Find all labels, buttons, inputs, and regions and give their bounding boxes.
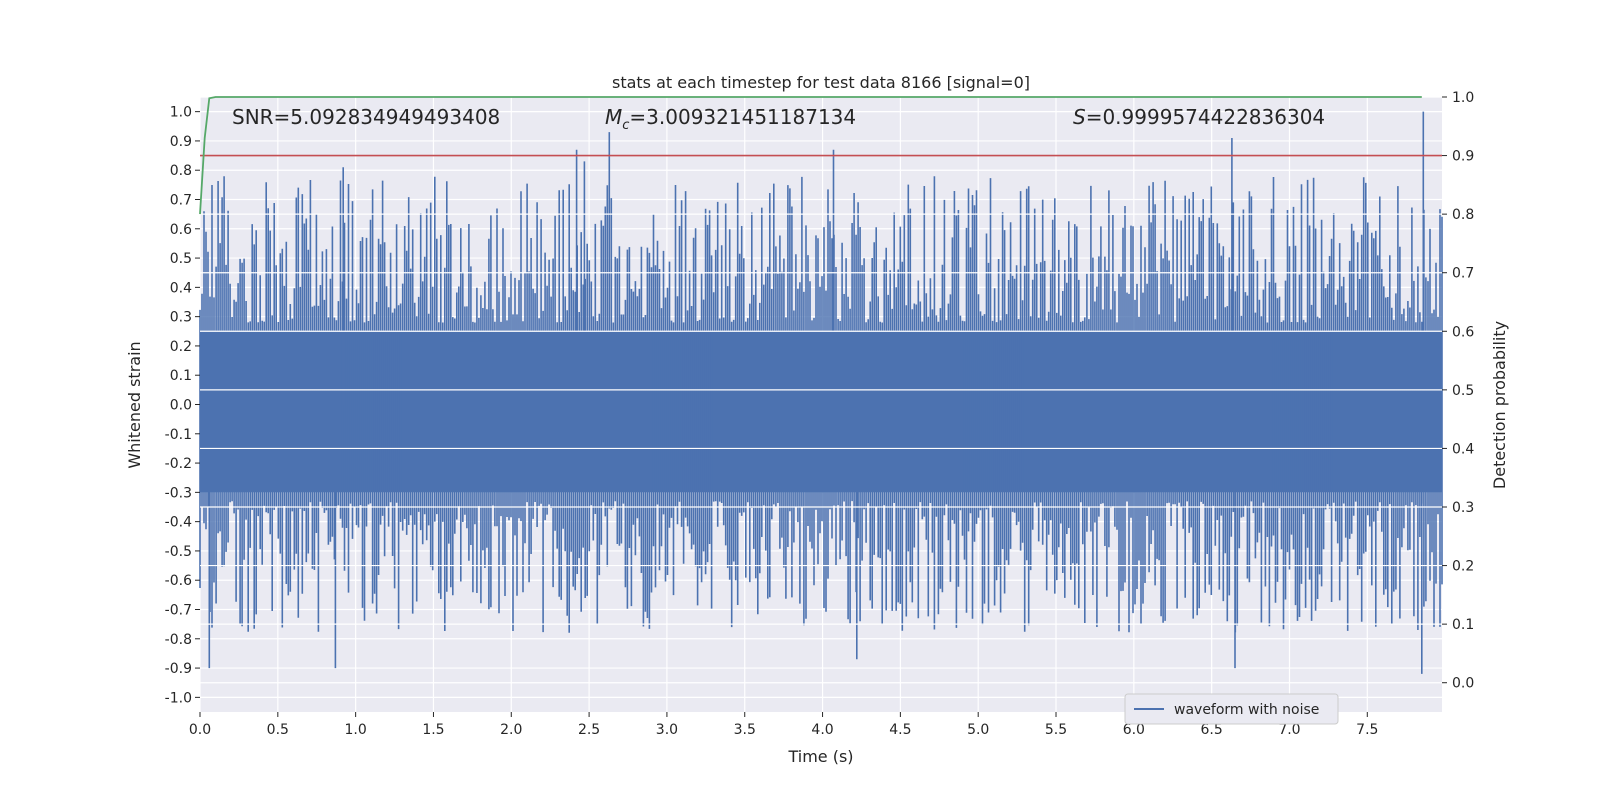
left-tick-label: -0.6 [165,573,192,589]
left-axis-ticks: 1.0 0.9 0.8 0.7 0.6 0.5 0.4 0.3 0.2 0.1 0.0 -0.1 -0.… [165,105,200,706]
x-tick-label: 3.5 [734,722,756,738]
right-tick-label: 0.3 [1452,500,1474,516]
x-tick-label: 6.5 [1201,722,1223,738]
s-value: =0.9999574422836304 [1086,105,1325,129]
snr-annotation: SNR=5.092834949493408 [232,105,500,129]
x-tick-label: 1.5 [422,722,444,738]
legend: waveform with noise [1124,693,1339,725]
x-tick-label: 3.0 [656,722,678,738]
right-tick-label: 0.9 [1452,149,1474,165]
right-tick-label: 0.0 [1452,676,1474,692]
left-tick-label: -0.2 [165,456,192,472]
left-tick-label: 0.6 [170,222,192,238]
left-tick-label: -0.8 [165,632,192,648]
chart-title: stats at each timestep for test data 816… [612,73,1030,92]
right-tick-label: 0.4 [1452,441,1474,457]
left-tick-label: 0.0 [170,398,192,414]
x-tick-label: 2.0 [500,722,522,738]
left-tick-label: 0.1 [170,368,192,384]
left-tick-label: 0.9 [170,134,192,150]
chirp-mass-annotation: Mc=3.009321451187134 [605,105,856,133]
left-tick-label: 0.8 [170,163,192,179]
right-tick-label: 0.6 [1452,324,1474,340]
left-tick-label: -0.1 [165,427,192,443]
left-tick-label: 0.3 [170,310,192,326]
left-tick-label: -0.9 [165,661,192,677]
chirp-mass-value: =3.009321451187134 [629,105,856,129]
right-tick-label: 0.2 [1452,559,1474,575]
right-axis-ticks: 1.0 0.9 0.8 0.7 0.6 0.5 0.4 0.3 0.2 0.1 0.0 [1442,90,1474,692]
left-tick-label: 0.2 [170,339,192,355]
s-annotation: S=0.9999574422836304 [1073,105,1325,129]
legend-label: waveform with noise [1174,702,1319,718]
x-tick-label: 4.0 [811,722,833,738]
legend-box [1124,693,1339,725]
x-tick-label: 5.0 [967,722,989,738]
x-tick-label: 2.5 [578,722,600,738]
x-tick-label: 0.0 [189,722,211,738]
right-tick-label: 0.7 [1452,266,1474,282]
s-symbol: S [1073,105,1086,129]
y-axis-right-label: Detection probability [1490,321,1509,489]
left-tick-label: 0.7 [170,193,192,209]
chirp-mass-symbol: M [605,105,622,129]
x-tick-label: 5.5 [1045,722,1067,738]
right-tick-label: 1.0 [1452,90,1474,106]
waveform-series [199,111,1443,674]
x-tick-label: 7.5 [1356,722,1378,738]
right-tick-label: 0.5 [1452,383,1474,399]
chirp-mass-subscript: c [622,118,629,133]
left-tick-label: -0.3 [165,485,192,501]
x-tick-label: 4.5 [889,722,911,738]
right-tick-label: 0.1 [1452,617,1474,633]
x-axis-label: Time (s) [787,747,853,766]
x-tick-label: 0.5 [267,722,289,738]
left-tick-label: -0.4 [165,515,192,531]
left-tick-label: 0.5 [170,251,192,267]
detection-probability-line [199,96,1422,215]
right-tick-label: 0.8 [1452,207,1474,223]
x-tick-label: 1.0 [345,722,367,738]
left-tick-label: 0.4 [170,280,192,296]
left-tick-label: -0.5 [165,544,192,560]
x-tick-label: 6.0 [1123,722,1145,738]
x-tick-label: 7.0 [1278,722,1300,738]
y-axis-left-label: Whitened strain [125,341,144,468]
left-tick-label: 1.0 [170,105,192,121]
left-tick-label: -1.0 [165,690,192,706]
left-tick-label: -0.7 [165,603,192,619]
